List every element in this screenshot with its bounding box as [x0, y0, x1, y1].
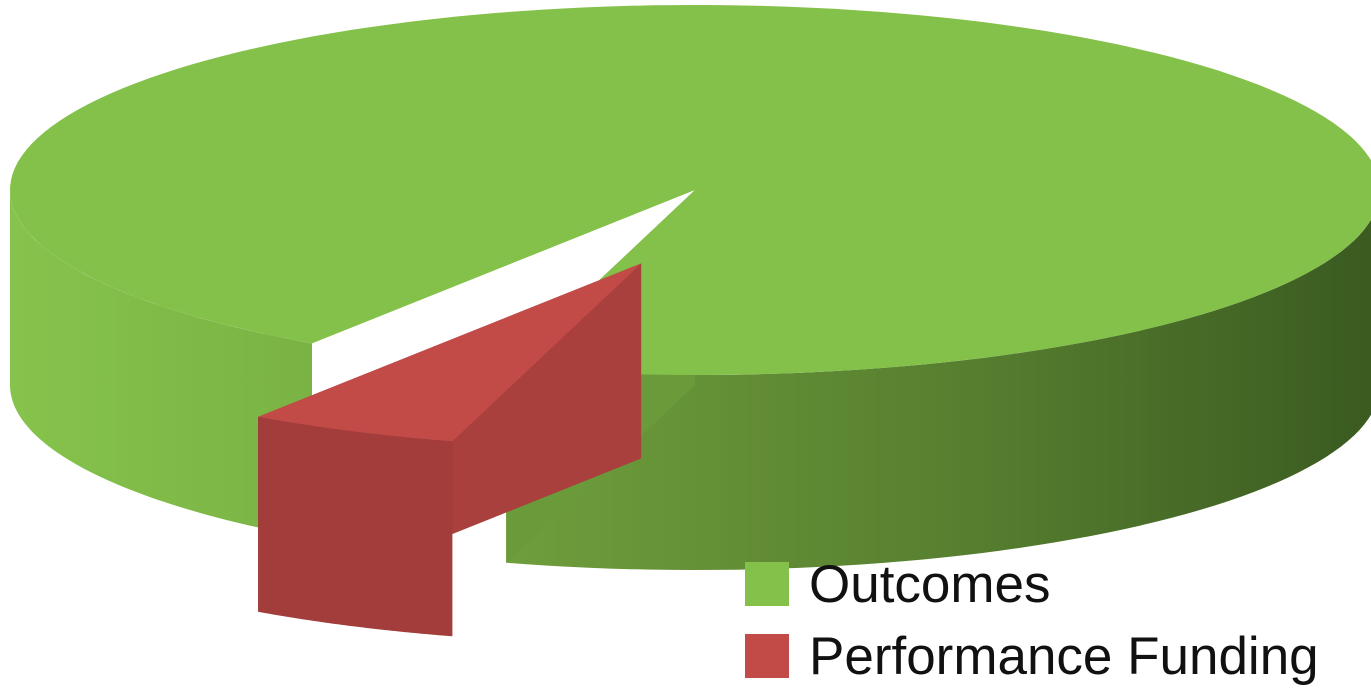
legend-swatch-outcomes	[745, 562, 789, 606]
outcomes-side-left	[10, 190, 312, 539]
slice-performance-funding	[258, 263, 642, 442]
legend-item-outcomes: Outcomes	[745, 548, 1319, 620]
legend-label-outcomes: Outcomes	[809, 554, 1051, 614]
legend: Outcomes Performance Funding	[745, 548, 1319, 692]
outcomes-side-right	[506, 219, 1371, 570]
legend-item-performance-funding: Performance Funding	[745, 620, 1319, 692]
performance-side	[258, 416, 453, 637]
legend-swatch-performance-funding	[745, 634, 789, 678]
legend-label-performance-funding: Performance Funding	[809, 626, 1319, 686]
slice-outcomes	[10, 5, 1371, 375]
